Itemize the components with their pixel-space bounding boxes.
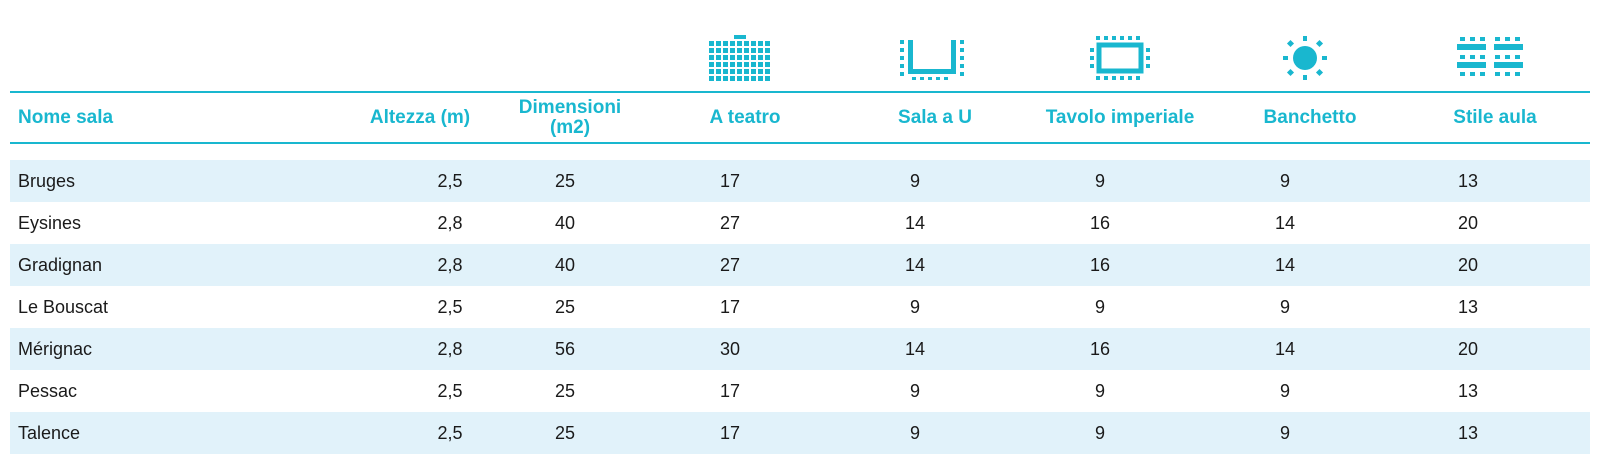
cell-stile-aula: 13 — [1457, 296, 1479, 317]
cell-a-teatro: 27 — [719, 212, 741, 233]
header-nome-sala: Nome sala — [18, 106, 114, 128]
cell-sala-u: 9 — [909, 296, 920, 317]
theatre-layout-icon — [660, 30, 820, 86]
cell-altezza: 2,5 — [437, 170, 463, 191]
boardroom-layout-icon — [1040, 30, 1200, 86]
cell-tavolo-imperiale: 9 — [1094, 296, 1105, 317]
cell-tavolo-imperiale: 16 — [1089, 212, 1111, 233]
header-a-teatro: A teatro — [709, 106, 781, 128]
table-row: Talence 2,5 25 17 9 9 9 13 — [10, 412, 1590, 454]
cell-sala-u: 14 — [904, 338, 926, 359]
cell-nome: Gradignan — [18, 254, 103, 275]
cell-altezza: 2,8 — [437, 254, 463, 275]
layout-icons-row — [0, 30, 1600, 86]
header-stile-aula: Stile aula — [1453, 106, 1537, 128]
u-shape-layout-icon — [852, 30, 1012, 86]
cell-dimensioni: 25 — [554, 380, 576, 401]
cell-a-teatro: 30 — [719, 338, 741, 359]
cell-nome: Talence — [18, 422, 81, 443]
table-row: Mérignac 2,8 56 30 14 16 14 20 — [10, 328, 1590, 370]
cell-stile-aula: 20 — [1457, 212, 1479, 233]
header-altezza: Altezza (m) — [369, 106, 471, 128]
header-tavolo-imperiale: Tavolo imperiale — [1045, 106, 1195, 128]
cell-banchetto: 9 — [1279, 422, 1290, 443]
cell-banchetto: 9 — [1279, 380, 1290, 401]
table-row: Bruges 2,5 25 17 9 9 9 13 — [10, 160, 1590, 202]
cell-banchetto: 9 — [1279, 296, 1290, 317]
header-banchetto: Banchetto — [1263, 106, 1357, 128]
header-top-rule — [10, 91, 1590, 93]
banquet-layout-icon — [1225, 30, 1385, 86]
cell-a-teatro: 17 — [719, 380, 741, 401]
cell-a-teatro: 17 — [719, 296, 741, 317]
cell-banchetto: 14 — [1274, 254, 1296, 275]
cell-nome: Eysines — [18, 212, 82, 233]
table-body: Bruges 2,5 25 17 9 9 9 13 Eysines 2,8 40 27 14 16 14 20… — [10, 160, 1590, 454]
cell-altezza: 2,5 — [437, 422, 463, 443]
cell-dimensioni: 40 — [554, 212, 576, 233]
cell-dimensioni: 25 — [554, 296, 576, 317]
table-row: Pessac 2,5 25 17 9 9 9 13 — [10, 370, 1590, 412]
cell-sala-u: 9 — [909, 170, 920, 191]
header-sala-a-u: Sala a U — [898, 106, 972, 128]
cell-stile-aula: 20 — [1457, 254, 1479, 275]
cell-stile-aula: 13 — [1457, 170, 1479, 191]
cell-sala-u: 9 — [909, 380, 920, 401]
cell-nome: Mérignac — [18, 338, 93, 359]
cell-dimensioni: 40 — [554, 254, 576, 275]
cell-dimensioni: 56 — [554, 338, 576, 359]
cell-nome: Le Bouscat — [18, 296, 109, 317]
cell-tavolo-imperiale: 9 — [1094, 380, 1105, 401]
cell-altezza: 2,5 — [437, 380, 463, 401]
cell-banchetto: 14 — [1274, 338, 1296, 359]
cell-dimensioni: 25 — [554, 422, 576, 443]
cell-nome: Pessac — [18, 380, 78, 401]
cell-a-teatro: 17 — [719, 422, 741, 443]
cell-stile-aula: 20 — [1457, 338, 1479, 359]
cell-stile-aula: 13 — [1457, 422, 1479, 443]
cell-altezza: 2,5 — [437, 296, 463, 317]
cell-tavolo-imperiale: 16 — [1089, 254, 1111, 275]
cell-altezza: 2,8 — [437, 338, 463, 359]
table-row: Le Bouscat 2,5 25 17 9 9 9 13 — [10, 286, 1590, 328]
cell-stile-aula: 13 — [1457, 380, 1479, 401]
cell-a-teatro: 17 — [719, 170, 741, 191]
cell-banchetto: 14 — [1274, 212, 1296, 233]
header-bottom-rule — [10, 142, 1590, 144]
cell-nome: Bruges — [18, 170, 76, 191]
cell-sala-u: 14 — [904, 212, 926, 233]
table-row: Gradignan 2,8 40 27 14 16 14 20 — [10, 244, 1590, 286]
cell-altezza: 2,8 — [437, 212, 463, 233]
cell-tavolo-imperiale: 9 — [1094, 170, 1105, 191]
cell-dimensioni: 25 — [554, 170, 576, 191]
classroom-layout-icon — [1410, 30, 1570, 86]
table-row: Eysines 2,8 40 27 14 16 14 20 — [10, 202, 1590, 244]
cell-sala-u: 9 — [909, 422, 920, 443]
cell-tavolo-imperiale: 16 — [1089, 338, 1111, 359]
cell-tavolo-imperiale: 9 — [1094, 422, 1105, 443]
header-dimensioni: Dimensioni (m2) — [518, 96, 622, 138]
cell-banchetto: 9 — [1279, 170, 1290, 191]
cell-sala-u: 14 — [904, 254, 926, 275]
table-header: Nome sala Altezza (m) Dimensioni (m2) A … — [0, 93, 1600, 142]
cell-a-teatro: 27 — [719, 254, 741, 275]
